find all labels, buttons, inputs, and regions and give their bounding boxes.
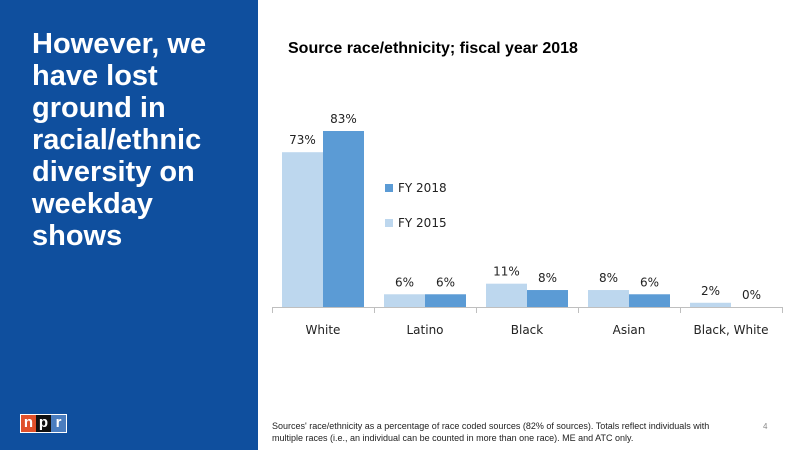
legend-swatch (385, 219, 393, 227)
data-label: 6% (436, 275, 455, 289)
bar-fy-2015 (486, 283, 527, 307)
bar-fy-2015 (384, 294, 425, 307)
data-label: 83% (330, 112, 357, 126)
bar-fy-2015 (690, 302, 731, 307)
chart-title: Source race/ethnicity; fiscal year 2018 (288, 40, 578, 57)
logo-letter-r: r (51, 415, 66, 432)
data-label: 2% (701, 284, 720, 298)
logo-letter-n: n (21, 415, 36, 432)
page-number: 4 (763, 422, 768, 431)
data-label: 0% (742, 288, 761, 302)
x-tick-label: Black, White (694, 323, 769, 337)
data-label: 8% (599, 271, 618, 285)
x-tick-label: Black (511, 323, 544, 337)
slide-headline: However, we have lost ground in racial/e… (32, 28, 207, 252)
bar-fy-2018 (323, 131, 364, 307)
logo-letter-p: p (36, 415, 51, 432)
bar-fy-2018 (425, 294, 466, 307)
npr-logo: n p r (20, 414, 67, 433)
legend-label: FY 2015 (398, 216, 447, 230)
bar-fy-2015 (588, 290, 629, 307)
footnote: Sources' race/ethnicity as a percentage … (272, 421, 710, 443)
x-tick-label: Latino (406, 323, 443, 337)
data-label: 11% (493, 265, 520, 279)
x-tick-label: Asian (613, 323, 646, 337)
data-label: 6% (395, 275, 414, 289)
data-label: 8% (538, 271, 557, 285)
data-label: 6% (640, 275, 659, 289)
data-label: 73% (289, 133, 316, 147)
x-tick-label: White (306, 323, 341, 337)
legend-label: FY 2018 (398, 181, 447, 195)
bar-fy-2015 (282, 152, 323, 307)
bar-fy-2018 (629, 294, 670, 307)
headline-panel: However, we have lost ground in racial/e… (0, 0, 258, 450)
bar-fy-2018 (527, 290, 568, 307)
legend-swatch (385, 184, 393, 192)
